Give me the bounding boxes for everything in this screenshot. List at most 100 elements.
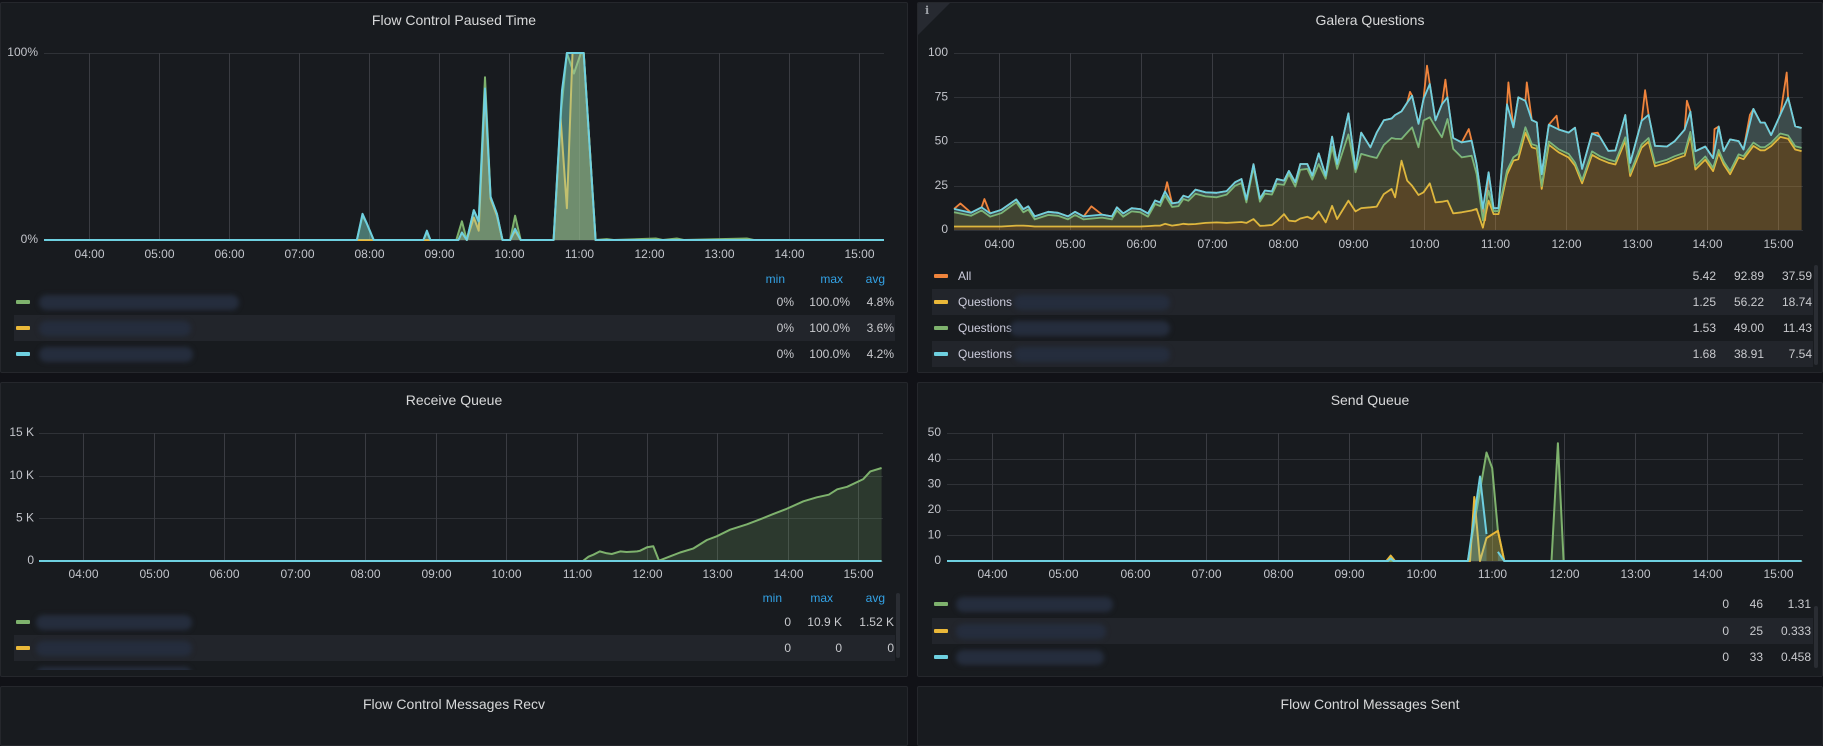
x-tick-label: 06:00: [209, 567, 239, 581]
x-tick-label: 10:00: [491, 567, 521, 581]
redacted-series-name: [956, 650, 1104, 665]
plot-area: [39, 467, 882, 562]
redacted-series-name: [36, 641, 192, 656]
legend-min: 1.53: [1692, 321, 1716, 335]
legend-header-max[interactable]: max: [820, 272, 843, 286]
legend-max: 100.0%: [809, 321, 850, 335]
y-tick-label: 15 K: [9, 425, 34, 439]
series-series-0: [44, 52, 884, 241]
x-tick-label: 07:00: [1191, 567, 1221, 581]
receive-queue-chart[interactable]: 0 5 K 10 K 15 K 04:00 05:00 06:00 07:00 08:00 09:…: [1, 383, 908, 583]
y-tick-label: 0: [941, 222, 948, 236]
legend-header-avg[interactable]: avg: [865, 591, 885, 605]
legend: All 5.42 92.89 37.59 Questions 1.25 56.2…: [918, 263, 1822, 367]
y-tick-label: 25: [935, 178, 949, 192]
legend-row[interactable]: 0% 100.0% 4.2%: [14, 341, 895, 367]
legend-row[interactable]: 0 0 0: [14, 635, 895, 661]
panel-send-queue: Send Queue 0 10 20 30 40 50 04:00 05:00 06:00 07:…: [917, 382, 1823, 677]
series-color-swatch[interactable]: [16, 300, 30, 304]
legend-scrollbar[interactable]: [896, 593, 900, 658]
series-area: [954, 132, 1802, 230]
legend-min: 0: [1722, 624, 1729, 638]
legend-min: 0%: [776, 295, 794, 309]
legend-scrollbar[interactable]: [1814, 265, 1818, 365]
panel-title[interactable]: Flow Control Messages Sent: [1280, 696, 1460, 712]
legend-row[interactable]: 0% 100.0% 3.6%: [14, 315, 895, 341]
legend-avg: 4.2%: [866, 347, 894, 361]
x-tick-label: 14:00: [1692, 237, 1722, 251]
series-color-swatch[interactable]: [934, 300, 948, 304]
legend-max: 100.0%: [809, 347, 850, 361]
series-area: [947, 476, 1487, 561]
legend-header-max[interactable]: max: [810, 591, 833, 605]
legend-row[interactable]: 0% 100.0% 4.8%: [14, 289, 895, 315]
redacted-series-name: [36, 615, 192, 630]
legend-avg: 7.54: [1788, 347, 1812, 361]
legend: min max avg 0 10.9 K 1.52 K 0 0 0: [1, 585, 907, 670]
legend-avg: 0: [887, 641, 894, 655]
legend-avg: 0.333: [1780, 624, 1811, 638]
panel-title[interactable]: Flow Control Messages Recv: [362, 696, 546, 712]
series-line: [44, 52, 884, 241]
series-name: Questions: [958, 321, 1013, 335]
legend-max: 10.9 K: [807, 615, 842, 629]
x-tick-label: 15:00: [1763, 567, 1793, 581]
series-color-swatch[interactable]: [16, 620, 30, 624]
series-color-swatch[interactable]: [16, 326, 30, 330]
panel-flow-control-messages-recv: Flow Control Messages Recv: [0, 686, 908, 746]
series-line: [947, 475, 1488, 562]
legend-row[interactable]: All 5.42 92.89 37.59: [932, 263, 1813, 289]
legend-header-avg[interactable]: avg: [865, 272, 885, 286]
series-area: [954, 84, 1802, 221]
x-tick-label: 14:00: [773, 567, 803, 581]
y-tick-label: 20: [928, 502, 942, 516]
panel-title[interactable]: Galera Questions: [1315, 12, 1425, 28]
legend-row[interactable]: Questions 1.25 56.22 18.74: [932, 289, 1813, 315]
x-tick-label: 05:00: [139, 567, 169, 581]
legend-row[interactable]: 0 46 1.31: [932, 591, 1813, 617]
legend-row[interactable]: [14, 661, 895, 670]
series-color-swatch[interactable]: [16, 646, 30, 650]
legend-row[interactable]: Questions 1.53 49.00 11.43: [932, 315, 1813, 341]
legend-min: 1.25: [1692, 295, 1716, 309]
legend-min: 0: [1722, 597, 1729, 611]
legend-scrollbar[interactable]: [1814, 606, 1818, 668]
panel-galera-questions: i Galera Questions 0 25 50 75 100 04:00 05:00 0…: [917, 2, 1823, 373]
redacted-series-name: [39, 321, 191, 336]
series-color-swatch[interactable]: [934, 352, 948, 356]
legend-max: 92.89: [1733, 269, 1764, 283]
y-tick-label: 50: [928, 425, 942, 439]
series-color-swatch[interactable]: [934, 274, 948, 278]
legend-row[interactable]: Questions 1.68 38.91 7.54: [932, 341, 1813, 367]
x-tick-label: 04:00: [977, 567, 1007, 581]
redacted-series-name: [956, 624, 1106, 639]
legend-header-min[interactable]: min: [765, 272, 785, 286]
series-color-swatch[interactable]: [934, 326, 948, 330]
x-tick-label: 11:00: [563, 567, 592, 581]
info-corner[interactable]: [918, 3, 950, 35]
legend-row[interactable]: 0 10.9 K 1.52 K: [14, 609, 895, 635]
y-tick-label: 10 K: [9, 468, 34, 482]
series-color-swatch[interactable]: [934, 655, 948, 659]
series-color-swatch[interactable]: [934, 629, 948, 633]
legend-row[interactable]: 0 25 0.333: [932, 618, 1813, 644]
legend-row[interactable]: 0 33 0.458: [932, 644, 1813, 670]
series-color-swatch[interactable]: [16, 352, 30, 356]
series-color-swatch[interactable]: [934, 602, 948, 606]
legend-header: min max avg: [14, 266, 895, 292]
panel-title[interactable]: Flow Control Paused Time: [371, 12, 537, 28]
panel-title[interactable]: Receive Queue: [405, 392, 503, 408]
send-queue-chart[interactable]: 0 10 20 30 40 50 04:00 05:00 06:00 07:00 08:00 09:0…: [918, 383, 1823, 583]
y-tick-label: 50: [935, 134, 949, 148]
series-area: [44, 53, 884, 240]
panel-title[interactable]: Send Queue: [1330, 392, 1410, 408]
x-tick-label: 04:00: [74, 247, 104, 261]
x-tick-label: 12:00: [632, 567, 662, 581]
legend-header-min[interactable]: min: [762, 591, 782, 605]
galera-questions-chart[interactable]: 0 25 50 75 100 04:00 05:00 06:00 07:00 08:00 09:00…: [918, 3, 1823, 255]
x-tick-label: 14:00: [774, 247, 804, 261]
series-area: [947, 497, 1802, 561]
plot-area: [947, 442, 1802, 562]
info-icon[interactable]: i: [925, 4, 930, 17]
flow-control-paused-time-chart[interactable]: 0% 100% 04:00 05:00 06:00 07:00 08:00 09:00 10:0…: [1, 3, 908, 265]
